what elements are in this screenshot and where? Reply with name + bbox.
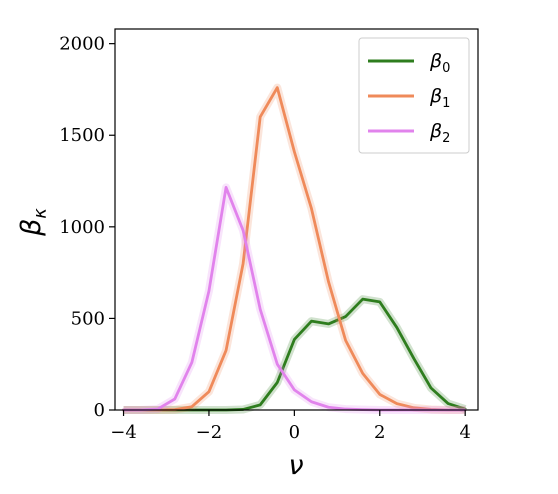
x-tick-label: 4 [459,422,470,443]
x-tick-label: 2 [374,422,385,443]
x-tick-label: 0 [289,422,300,443]
legend-label-0: β0 [429,50,450,76]
y-tick-label: 500 [71,308,105,329]
y-axis-title: βκ [16,208,51,237]
axes-frame [114,28,479,411]
y-tick-label: 1000 [59,217,105,238]
y-axis-title-subscript: κ [30,208,51,219]
x-tick-label: −4 [110,422,137,443]
y-tick-label: 2000 [59,34,105,55]
x-axis-ticks: −4 −2 0 2 4 [110,410,471,443]
y-tick-label: 1500 [59,125,105,146]
y-axis-title-base: β [16,219,47,237]
legend-label-2: β2 [429,120,450,146]
x-axis-title: ν [288,450,303,481]
y-axis-ticks: 0 500 1000 1500 2000 [59,34,115,421]
x-tick-label: −2 [196,422,223,443]
legend-label-1: β1 [429,85,450,111]
legend: β0 β1 β2 [358,37,470,154]
y-tick-label: 0 [94,400,105,421]
axes-layer [114,28,479,411]
